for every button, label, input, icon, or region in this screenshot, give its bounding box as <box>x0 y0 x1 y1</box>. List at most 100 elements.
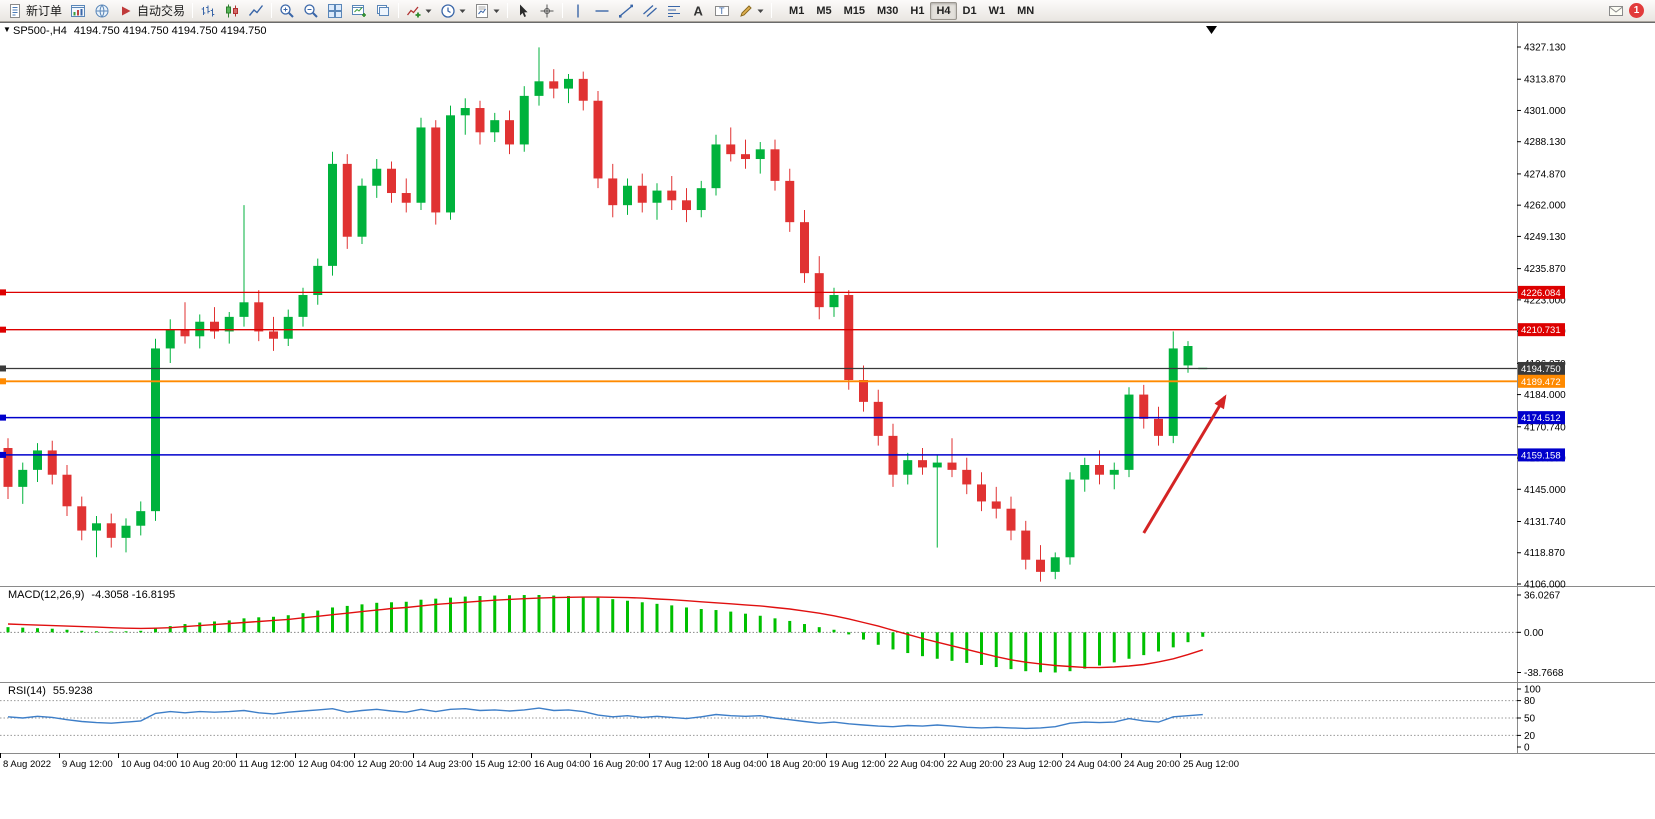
macd-name: MACD(12,26,9) <box>8 589 85 601</box>
rsi-name: RSI(14) <box>8 685 46 697</box>
toolbar-separator <box>562 3 564 18</box>
template-icon <box>476 3 489 18</box>
fibonacci-button[interactable] <box>662 1 686 21</box>
toolbar-separator <box>271 3 273 18</box>
text-button[interactable]: A <box>686 1 710 21</box>
svg-text:10 Aug 04:00: 10 Aug 04:00 <box>121 759 177 770</box>
new-order-button[interactable]: 新订单 <box>3 1 66 21</box>
templates-button[interactable] <box>470 1 504 21</box>
svg-text:24 Aug 20:00: 24 Aug 20:00 <box>1124 759 1180 770</box>
svg-text:17 Aug 12:00: 17 Aug 12:00 <box>652 759 708 770</box>
cursor-button[interactable] <box>511 1 535 21</box>
timeframe-h1-button[interactable]: H1 <box>904 2 930 20</box>
svg-text:16 Aug 04:00: 16 Aug 04:00 <box>534 759 590 770</box>
timeframe-m5-button[interactable]: M5 <box>810 2 837 20</box>
chart-window: 4327.130 4313.870 4301.000 4288.130 4274.870… <box>0 22 1655 819</box>
svg-text:14 Aug 23:00: 14 Aug 23:00 <box>416 759 472 770</box>
svg-text:4159.158: 4159.158 <box>1521 450 1561 461</box>
svg-text:100: 100 <box>1524 685 1541 696</box>
line-chart-icon <box>248 4 264 16</box>
zoom-in-button[interactable] <box>275 1 299 21</box>
chart-title: SP500-,H4 4194.750 4194.750 4194.750 4194… <box>13 25 267 37</box>
notification-badge[interactable]: 1 <box>1629 3 1644 18</box>
profiles-button[interactable] <box>371 1 395 21</box>
vertical-line-button[interactable] <box>566 1 590 21</box>
toolbar-separator <box>192 3 194 18</box>
candles-layer <box>3 47 1208 582</box>
timeframe-mn-button[interactable]: MN <box>1011 2 1040 20</box>
timeframe-m1-button[interactable]: M1 <box>783 2 810 20</box>
chart-dropdown-icon[interactable]: ▼ <box>3 25 11 34</box>
svg-text:50: 50 <box>1524 714 1536 725</box>
svg-text:4249.130: 4249.130 <box>1524 232 1566 243</box>
zoom-out-button[interactable] <box>299 1 323 21</box>
market-watch-icon <box>71 4 86 17</box>
auto-trading-icon <box>122 6 131 15</box>
price-axis: 4327.130 4313.870 4301.000 4288.130 4274.870… <box>1517 43 1566 591</box>
hlines-layer <box>0 289 1517 458</box>
trendline-button[interactable] <box>614 1 638 21</box>
periods-button[interactable] <box>436 1 470 21</box>
macd-values: -4.3058 -16.8195 <box>91 589 176 601</box>
timeframe-d1-button[interactable]: D1 <box>957 2 983 20</box>
chart-symbol-period: SP500-,H4 <box>13 25 67 37</box>
svg-text:4313.870: 4313.870 <box>1524 75 1566 86</box>
auto-trading-button[interactable]: 自动交易 <box>114 1 189 21</box>
svg-text:4301.000: 4301.000 <box>1524 106 1566 117</box>
svg-text:4131.740: 4131.740 <box>1524 517 1566 528</box>
indicators-button[interactable] <box>402 1 436 21</box>
chevron-down-icon <box>459 9 466 13</box>
new-chart-button[interactable] <box>347 1 371 21</box>
svg-text:23 Aug 12:00: 23 Aug 12:00 <box>1006 759 1062 770</box>
time-axis: 8 Aug 2022 9 Aug 12:00 10 Aug 04:00 10 Aug … <box>0 753 1239 770</box>
channel-icon <box>643 4 657 17</box>
line-chart-button[interactable] <box>244 1 268 21</box>
candlestick-chart-button[interactable] <box>220 1 244 21</box>
auto-trading-label: 自动交易 <box>137 4 186 18</box>
cursor-icon <box>520 4 528 17</box>
bar-chart-button[interactable] <box>196 1 220 21</box>
timeframe-m15-button[interactable]: M15 <box>838 2 871 20</box>
clock-icon <box>441 3 455 18</box>
chevron-down-icon <box>493 9 500 13</box>
svg-text:4288.130: 4288.130 <box>1524 137 1566 148</box>
horizontal-line-icon <box>595 9 609 12</box>
toolbar-separator <box>507 3 509 18</box>
svg-text:19 Aug 12:00: 19 Aug 12:00 <box>829 759 885 770</box>
chart-canvas[interactable]: 4327.130 4313.870 4301.000 4288.130 4274.870… <box>0 22 1655 819</box>
panel-frames <box>0 22 1655 754</box>
market-watch-button[interactable] <box>66 1 90 21</box>
chart-ohlc-values: 4194.750 4194.750 4194.750 4194.750 <box>73 25 267 37</box>
mail-icon[interactable] <box>1608 3 1624 19</box>
svg-text:4174.512: 4174.512 <box>1521 413 1561 424</box>
tile-windows-button[interactable] <box>323 1 347 21</box>
tile-windows-icon <box>328 3 343 18</box>
svg-text:4274.870: 4274.870 <box>1524 169 1566 180</box>
bar-chart-icon <box>201 5 215 16</box>
timeframe-h4-button[interactable]: H4 <box>930 1 957 20</box>
svg-text:4118.870: 4118.870 <box>1524 548 1565 559</box>
navigator-button[interactable] <box>90 1 114 21</box>
rsi-value: 55.9238 <box>52 685 93 697</box>
channel-button[interactable] <box>638 1 662 21</box>
shapes-button[interactable] <box>734 1 768 21</box>
svg-text:4184.000: 4184.000 <box>1524 390 1566 401</box>
svg-text:22 Aug 04:00: 22 Aug 04:00 <box>888 759 944 770</box>
timeframe-w1-button[interactable]: W1 <box>983 2 1012 20</box>
svg-text:0: 0 <box>1524 743 1530 754</box>
svg-text:T: T <box>719 6 725 16</box>
candlestick-chart-icon <box>226 4 239 17</box>
zoom-out-icon <box>304 3 318 18</box>
fibonacci-icon <box>668 5 681 17</box>
toolbar-separator <box>771 3 773 18</box>
svg-text:4210.731: 4210.731 <box>1521 325 1561 336</box>
svg-text:4223.000: 4223.000 <box>1524 295 1566 306</box>
crosshair-button[interactable] <box>535 1 559 21</box>
toolbar-separator <box>398 3 400 18</box>
vertical-line-icon <box>577 4 579 17</box>
text-icon: A <box>694 3 704 18</box>
horizontal-line-button[interactable] <box>590 1 614 21</box>
arrow-label-button[interactable]: T <box>710 1 734 21</box>
timeframe-m30-button[interactable]: M30 <box>871 2 904 20</box>
annotation-arrow <box>1142 394 1227 534</box>
